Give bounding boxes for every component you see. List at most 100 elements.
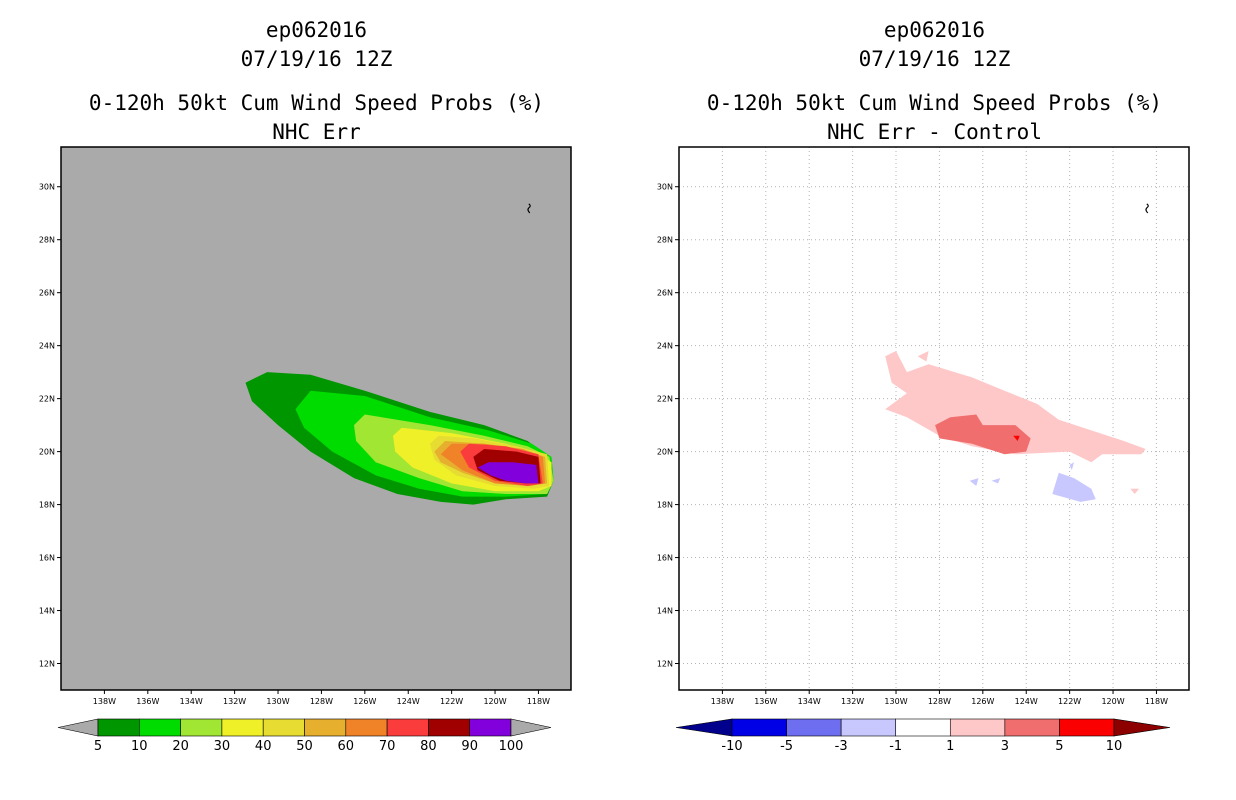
y-tick-label: 26N bbox=[39, 289, 55, 298]
colorbar-label: 30 bbox=[214, 739, 231, 754]
colorbar-extend-low bbox=[675, 718, 733, 737]
colorbar-label: 20 bbox=[172, 739, 189, 754]
colorbar-label: -1 bbox=[889, 739, 902, 754]
colorbar-segment-5 bbox=[1004, 718, 1060, 737]
x-tick-label: 134W bbox=[180, 697, 203, 706]
colorbar-segment-2 bbox=[180, 718, 223, 737]
colorbar-label: 60 bbox=[338, 739, 355, 754]
colorbar-label: 10 bbox=[1106, 739, 1123, 754]
y-tick-label: 14N bbox=[657, 607, 673, 616]
y-tick-label: 14N bbox=[39, 607, 55, 616]
right-title-storm-id: ep062016 bbox=[883, 18, 986, 42]
colorbar-label: 50 bbox=[296, 739, 313, 754]
colorbar-label: 3 bbox=[1001, 739, 1009, 754]
colorbar-segment-3 bbox=[895, 718, 951, 737]
y-tick-label: 12N bbox=[39, 660, 55, 669]
y-tick-label: 26N bbox=[657, 289, 673, 298]
left-title-product: 0-120h 50kt Cum Wind Speed Probs (%) bbox=[88, 91, 545, 115]
x-tick-label: 130W bbox=[266, 697, 289, 706]
y-tick-label: 22N bbox=[657, 395, 673, 404]
colorbar-segment-4 bbox=[949, 718, 1006, 737]
contour-level-neg1-8 bbox=[991, 478, 1001, 484]
colorbar-extend-high bbox=[1113, 718, 1171, 737]
right-title-date: 07/19/16 12Z bbox=[858, 47, 1011, 71]
colorbar-segment-7 bbox=[386, 718, 429, 737]
colorbar-label: 5 bbox=[94, 739, 102, 754]
right-colorbar: -10 -5 -3 -1 1 3 5 10 bbox=[675, 718, 1171, 754]
x-tick-label: 130W bbox=[884, 697, 907, 706]
y-tick-label: 16N bbox=[39, 554, 55, 563]
colorbar-segment-0 bbox=[731, 718, 787, 737]
left-title-subtitle: NHC Err bbox=[272, 120, 361, 144]
colorbar-segment-6 bbox=[345, 718, 388, 737]
colorbar-segment-1 bbox=[139, 718, 181, 737]
colorbar-segment-4 bbox=[262, 718, 305, 737]
x-tick-label: 122W bbox=[1058, 697, 1081, 706]
right-title-product: 0-120h 50kt Cum Wind Speed Probs (%) bbox=[706, 91, 1163, 115]
x-tick-label: 136W bbox=[136, 697, 159, 706]
colorbar-segment-9 bbox=[469, 718, 512, 737]
x-tick-label: 128W bbox=[310, 697, 333, 706]
x-tick-label: 118W bbox=[527, 697, 550, 706]
contour-level-3-4 bbox=[935, 414, 1031, 455]
x-tick-label: 122W bbox=[440, 697, 463, 706]
x-tick-label: 134W bbox=[798, 697, 821, 706]
colorbar-label: 1 bbox=[946, 739, 954, 754]
x-tick-label: 126W bbox=[353, 697, 376, 706]
colorbar-label: -3 bbox=[835, 739, 848, 754]
contour-level-90-9 bbox=[477, 462, 539, 484]
x-tick-label: 120W bbox=[1101, 697, 1124, 706]
x-tick-label: 138W bbox=[93, 697, 116, 706]
x-tick-label: 128W bbox=[928, 697, 951, 706]
contour-level-neg1-7 bbox=[969, 478, 979, 486]
colorbar-label: 80 bbox=[420, 739, 437, 754]
contour-level-1-3 bbox=[1130, 488, 1140, 494]
y-tick-label: 30N bbox=[39, 183, 55, 192]
x-tick-label: 124W bbox=[1015, 697, 1038, 706]
left-title-date: 07/19/16 12Z bbox=[240, 47, 393, 71]
colorbar-segment-5 bbox=[304, 718, 347, 737]
colorbar-label: 10 bbox=[131, 739, 148, 754]
colorbar-segment-8 bbox=[428, 718, 470, 737]
right-title-subtitle: NHC Err - Control bbox=[827, 120, 1042, 144]
x-tick-label: 124W bbox=[397, 697, 420, 706]
colorbar-label: 100 bbox=[499, 739, 524, 754]
y-tick-label: 28N bbox=[657, 236, 673, 245]
colorbar-label: -10 bbox=[721, 739, 742, 754]
colorbar-label: -5 bbox=[780, 739, 793, 754]
y-tick-label: 28N bbox=[39, 236, 55, 245]
contour-level-neg1-6 bbox=[1052, 472, 1096, 502]
y-tick-label: 24N bbox=[39, 342, 55, 351]
y-tick-label: 20N bbox=[657, 448, 673, 457]
colorbar-segment-1 bbox=[786, 718, 842, 737]
colorbar-extend-high bbox=[510, 718, 552, 737]
colorbar-label: 40 bbox=[255, 739, 272, 754]
x-tick-label: 132W bbox=[223, 697, 246, 706]
y-tick-label: 18N bbox=[39, 501, 55, 510]
x-tick-label: 138W bbox=[711, 697, 734, 706]
x-tick-label: 132W bbox=[841, 697, 864, 706]
plot-frame bbox=[678, 146, 1190, 691]
y-tick-label: 18N bbox=[657, 501, 673, 510]
x-tick-label: 136W bbox=[754, 697, 777, 706]
y-tick-label: 12N bbox=[657, 660, 673, 669]
right-difference-map: 138W 136W 134W 132W 130W 128W 126W 124W 122W 120W… bbox=[657, 146, 1190, 706]
contour-level-neg1-9 bbox=[1069, 462, 1074, 471]
colorbar-extend-low bbox=[57, 718, 99, 737]
x-tick-label: 118W bbox=[1145, 697, 1168, 706]
island-outline bbox=[527, 203, 531, 214]
contour-level-1-1 bbox=[917, 351, 929, 362]
x-tick-label: 120W bbox=[483, 697, 506, 706]
contour-level-5-5 bbox=[1013, 435, 1020, 441]
y-tick-label: 22N bbox=[39, 395, 55, 404]
colorbar-label: 70 bbox=[379, 739, 396, 754]
colorbar-segment-3 bbox=[221, 718, 264, 737]
y-tick-label: 24N bbox=[657, 342, 673, 351]
left-title-storm-id: ep062016 bbox=[265, 18, 368, 42]
y-tick-label: 16N bbox=[657, 554, 673, 563]
colorbar-segment-6 bbox=[1059, 718, 1115, 737]
colorbar-label: 90 bbox=[461, 739, 478, 754]
x-tick-label: 126W bbox=[971, 697, 994, 706]
island-outline bbox=[1145, 203, 1149, 214]
colorbar-label: 5 bbox=[1055, 739, 1063, 754]
